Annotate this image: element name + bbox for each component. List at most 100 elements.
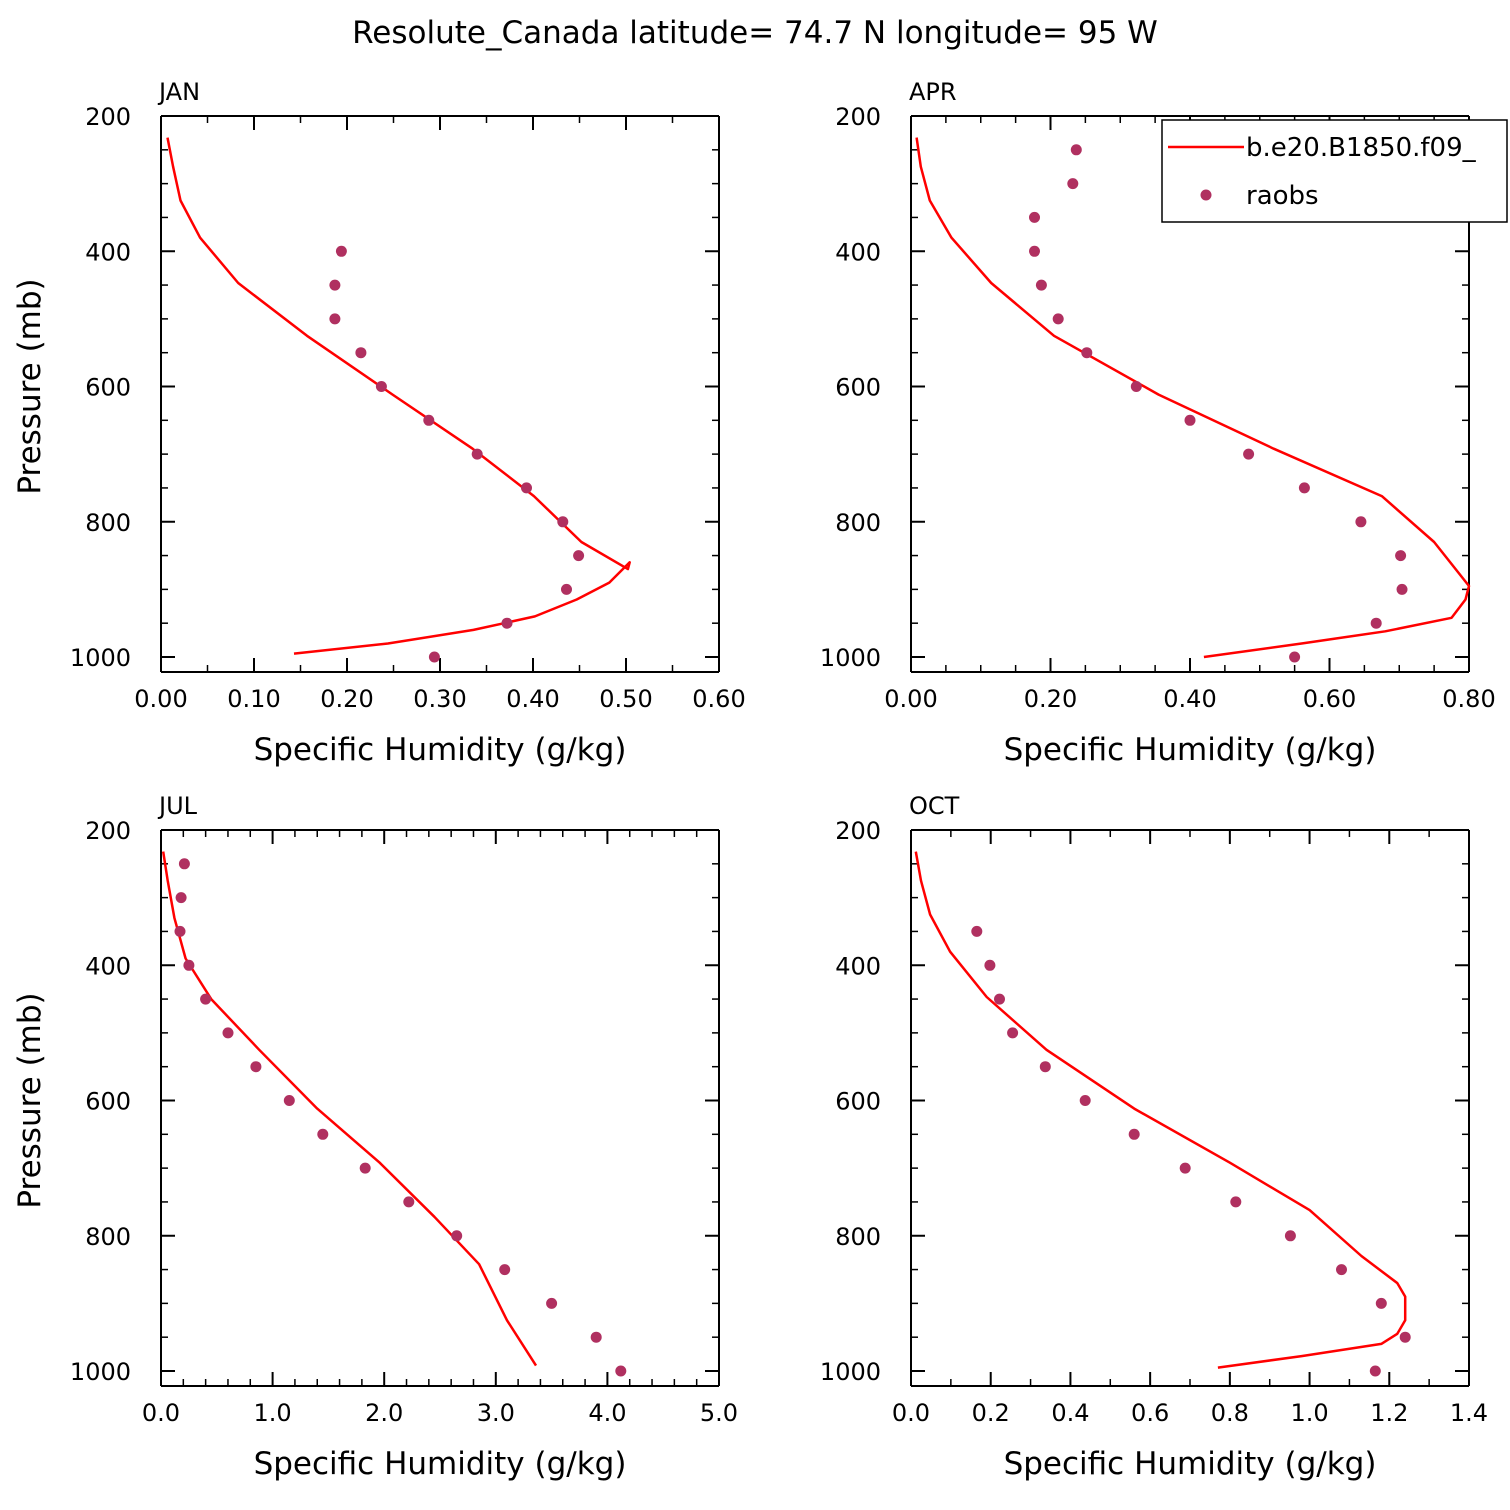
obs-point [355, 347, 367, 359]
y-tick-label: 200 [85, 817, 131, 845]
legend-box [1161, 119, 1508, 223]
obs-point [283, 1095, 295, 1106]
obs-point [250, 1061, 262, 1073]
obs-point [175, 892, 187, 904]
y-tick-label: 1000 [820, 644, 881, 672]
obs-point [984, 959, 996, 971]
y-tick-label: 600 [835, 374, 881, 402]
obs-point [501, 617, 513, 629]
y-tick-label: 400 [835, 238, 881, 266]
obs-point [1184, 414, 1196, 426]
model-line [914, 851, 1407, 1369]
y-tick-label: 800 [85, 509, 131, 537]
x-tick-label: 1.4 [1450, 1399, 1488, 1427]
x-tick-label: 0.20 [1024, 685, 1077, 713]
x-tick-label: 0.60 [1303, 685, 1356, 713]
obs-point [471, 448, 483, 460]
model-line [915, 137, 1471, 659]
x-tick-label: 5.0 [700, 1399, 738, 1427]
obs-point [1230, 1196, 1242, 1208]
legend: b.e20.B1850.f09_ raobs [1161, 119, 1508, 223]
y-tick-label: 800 [835, 509, 881, 537]
y-tick-label: 600 [85, 374, 131, 402]
obs-point [329, 313, 341, 325]
obs-point [1399, 1331, 1411, 1343]
y-tick-label: 200 [835, 817, 881, 845]
y-axis-label: Pressure (mb) [12, 278, 48, 494]
obs-point [1370, 617, 1382, 629]
obs-point [178, 858, 190, 870]
obs-point [1035, 279, 1047, 291]
x-tick-label: 0.10 [227, 685, 280, 713]
obs-point [329, 279, 341, 291]
x-tick-label: 0.8 [1211, 1399, 1249, 1427]
y-tick-label: 600 [835, 1088, 881, 1116]
x-tick-label: 0.50 [599, 685, 652, 713]
y-tick-label: 200 [835, 103, 881, 131]
obs-point [317, 1128, 329, 1140]
x-tick-label: 2.0 [365, 1399, 403, 1427]
y-tick-label: 800 [835, 1223, 881, 1251]
obs-point [1067, 178, 1079, 190]
panel-label: JUL [157, 792, 198, 820]
obs-point [183, 959, 195, 971]
model-line [166, 137, 631, 655]
obs-point [174, 925, 186, 937]
x-tick-label: 0.00 [884, 685, 937, 713]
figure-title: Resolute_Canada latitude= 74.7 N longitu… [352, 15, 1158, 51]
obs-point [403, 1196, 415, 1208]
x-tick-label: 0.0 [892, 1399, 930, 1427]
x-axis-label: Specific Humidity (g/kg) [254, 1446, 627, 1482]
obs-point [428, 651, 440, 663]
x-axis-label: Specific Humidity (g/kg) [1004, 1446, 1377, 1482]
obs-point [1070, 144, 1082, 156]
obs-point [1128, 1128, 1140, 1140]
obs-point [1130, 381, 1142, 392]
x-tick-label: 0.6 [1131, 1399, 1169, 1427]
obs-point [1029, 245, 1040, 257]
x-tick-label: 0.2 [972, 1399, 1010, 1427]
y-tick-label: 200 [85, 103, 131, 131]
panels: JAN 0.00 0.10 0.20 0.30 0.40 0.50 0.60 200 400 600… [12, 78, 1496, 1482]
x-tick-label: 0.30 [413, 685, 466, 713]
obs-point [557, 516, 569, 528]
obs-point [1284, 1230, 1296, 1242]
obs-point [375, 381, 387, 392]
x-tick-label: 0.60 [692, 685, 745, 713]
obs-point [359, 1162, 371, 1174]
legend-dot-swatch [1200, 189, 1212, 201]
obs-point [615, 1365, 627, 1377]
y-tick-label: 1000 [820, 1358, 881, 1386]
obs-point [1375, 1297, 1387, 1309]
y-tick-label: 1000 [70, 644, 131, 672]
obs-point [1369, 1365, 1381, 1377]
y-tick-label: 600 [85, 1088, 131, 1116]
obs-point [1039, 1061, 1051, 1073]
panel-label: JAN [157, 78, 200, 106]
obs-point [1355, 516, 1367, 528]
legend-model-label: b.e20.B1850.f09_ [1246, 133, 1477, 163]
obs-point [222, 1027, 234, 1039]
obs-point [521, 482, 532, 494]
obs-point [1007, 1027, 1019, 1039]
obs-point [573, 550, 585, 562]
obs-point [971, 925, 983, 937]
obs-point [1336, 1264, 1347, 1276]
obs-point [1081, 347, 1093, 359]
x-tick-label: 0.40 [506, 685, 559, 713]
obs-point [499, 1264, 511, 1276]
y-tick-label: 400 [85, 952, 131, 980]
y-tick-label: 400 [835, 952, 881, 980]
y-tick-label: 400 [85, 238, 131, 266]
obs-point [994, 993, 1005, 1005]
obs-point [546, 1297, 558, 1309]
y-axis-label: Pressure (mb) [12, 992, 48, 1208]
x-axis-label: Specific Humidity (g/kg) [254, 732, 627, 768]
obs-point [1029, 211, 1040, 223]
obs-point [1052, 313, 1064, 325]
x-tick-label: 0.0 [142, 1399, 180, 1427]
legend-obs-label: raobs [1246, 181, 1319, 211]
panel-label: APR [909, 78, 957, 106]
x-tick-label: 1.0 [254, 1399, 292, 1427]
